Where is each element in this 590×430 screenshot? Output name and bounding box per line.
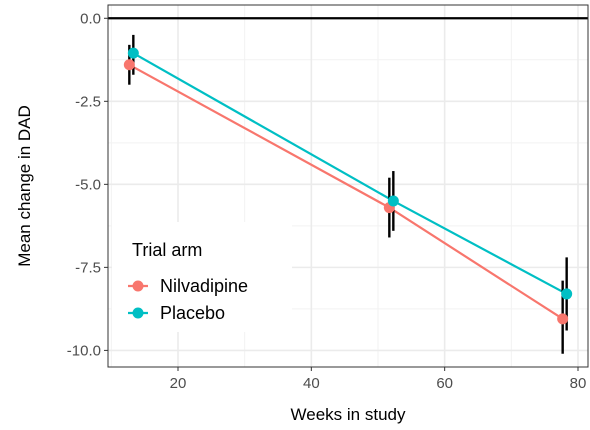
data-point [127,47,139,59]
axis-ticks: 20 40 60 80 0.0 -2.5 -5.0 -7.5 -10.0 [67,10,587,392]
legend-key-point [132,307,144,319]
x-tick-label: 20 [170,375,187,392]
legend: Trial arm Nilvadipine Placebo [112,222,292,332]
y-tick-label: -7.5 [75,259,101,276]
data-point [387,195,399,207]
y-tick-label: 0.0 [80,10,101,27]
x-tick-label: 60 [436,375,453,392]
y-tick-label: -10.0 [67,342,101,359]
legend-items: Nilvadipine Placebo [128,276,248,323]
data-point [561,288,573,300]
y-tick-label: -5.0 [75,176,101,193]
y-tick-label: -2.5 [75,93,101,110]
x-tick-label: 80 [570,375,587,392]
legend-label: Placebo [160,303,225,323]
data-point [123,59,135,71]
y-axis-title: Mean change in DAD [15,105,34,267]
legend-title: Trial arm [132,240,202,260]
legend-key-point [132,280,144,292]
x-tick-label: 40 [303,375,320,392]
series-layer [123,34,573,354]
panel-border [107,4,589,368]
legend-label: Nilvadipine [160,276,248,296]
x-axis-title: Weeks in study [291,405,406,424]
data-point [557,313,569,325]
